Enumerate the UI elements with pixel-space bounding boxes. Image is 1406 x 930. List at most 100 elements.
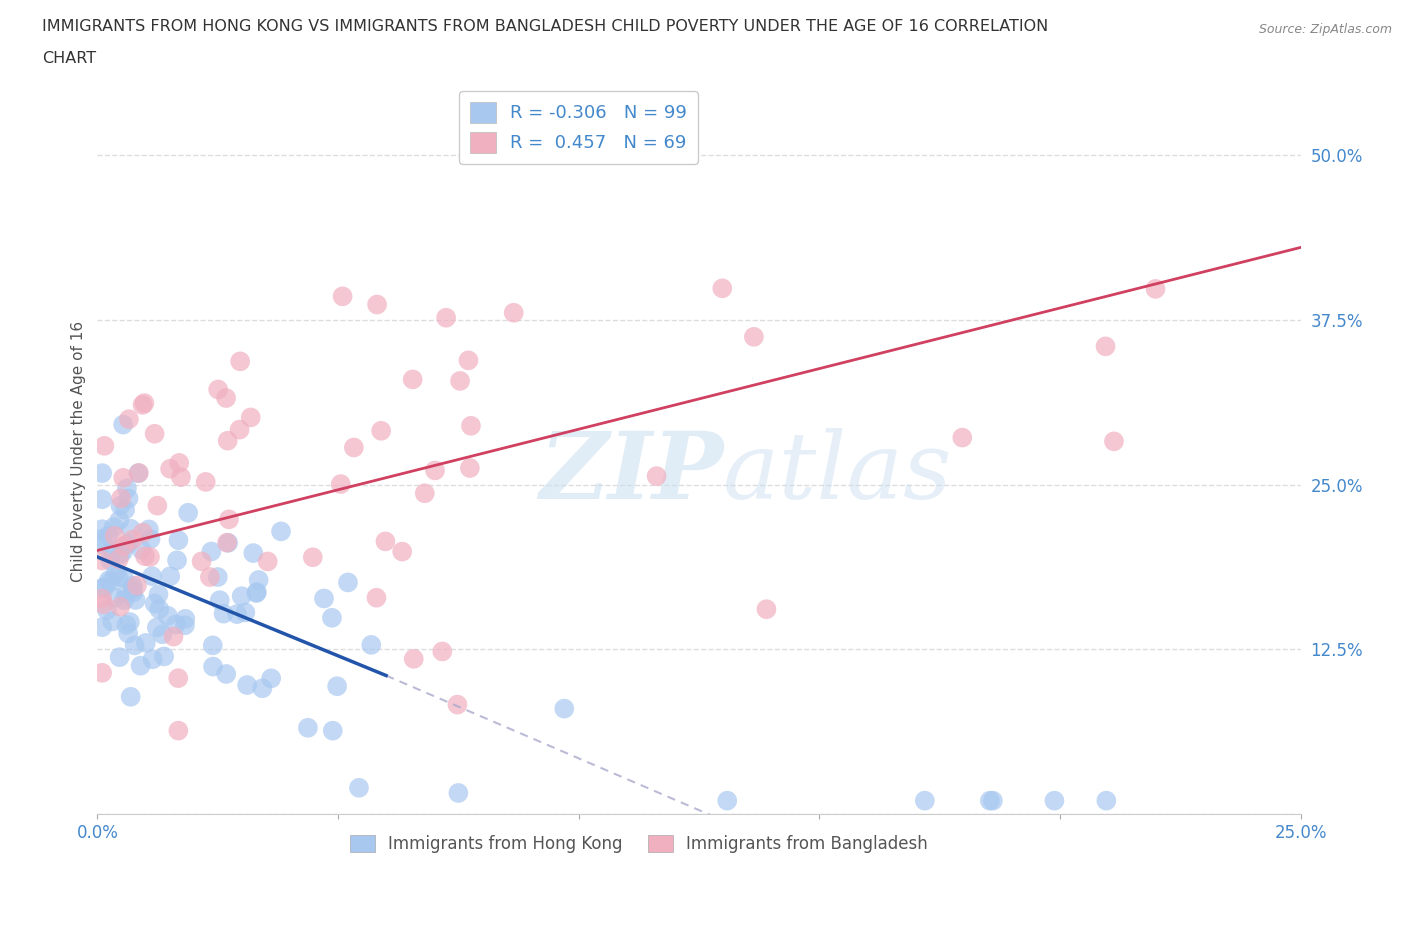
Point bbox=[347, 780, 370, 795]
Point bbox=[170, 470, 193, 485]
Point bbox=[217, 433, 239, 448]
Point bbox=[93, 597, 115, 612]
Point bbox=[207, 569, 229, 584]
Point bbox=[121, 532, 143, 547]
Point bbox=[104, 528, 127, 543]
Point bbox=[252, 681, 274, 696]
Point bbox=[91, 580, 114, 595]
Point bbox=[432, 644, 454, 658]
Point bbox=[370, 423, 392, 438]
Point bbox=[174, 618, 197, 632]
Point bbox=[755, 602, 778, 617]
Point bbox=[270, 524, 292, 538]
Point bbox=[110, 491, 132, 506]
Text: Source: ZipAtlas.com: Source: ZipAtlas.com bbox=[1258, 23, 1392, 36]
Point bbox=[91, 537, 114, 551]
Point bbox=[914, 793, 936, 808]
Point bbox=[200, 544, 222, 559]
Point bbox=[198, 569, 221, 584]
Point bbox=[117, 626, 139, 641]
Point bbox=[135, 635, 157, 650]
Point bbox=[202, 659, 225, 674]
Point bbox=[93, 438, 115, 453]
Point bbox=[457, 352, 479, 367]
Point bbox=[159, 461, 181, 476]
Point bbox=[124, 592, 146, 607]
Legend: Immigrants from Hong Kong, Immigrants from Bangladesh: Immigrants from Hong Kong, Immigrants fr… bbox=[343, 829, 935, 860]
Point bbox=[91, 492, 114, 507]
Point bbox=[134, 549, 156, 564]
Point bbox=[236, 678, 259, 693]
Point bbox=[233, 605, 256, 620]
Text: ZIP: ZIP bbox=[538, 429, 723, 518]
Point bbox=[226, 606, 249, 621]
Point bbox=[132, 525, 155, 540]
Point bbox=[447, 786, 470, 801]
Text: IMMIGRANTS FROM HONG KONG VS IMMIGRANTS FROM BANGLADESH CHILD POVERTY UNDER THE : IMMIGRANTS FROM HONG KONG VS IMMIGRANTS … bbox=[42, 19, 1049, 33]
Point bbox=[1094, 339, 1116, 353]
Point bbox=[981, 793, 1004, 808]
Point bbox=[156, 608, 179, 623]
Point bbox=[115, 618, 138, 632]
Point bbox=[215, 536, 238, 551]
Point bbox=[131, 542, 153, 557]
Point bbox=[449, 374, 471, 389]
Point bbox=[434, 311, 457, 325]
Point bbox=[458, 460, 481, 475]
Point bbox=[336, 575, 359, 590]
Point bbox=[93, 580, 115, 595]
Point bbox=[391, 544, 413, 559]
Point bbox=[96, 603, 118, 618]
Point bbox=[138, 522, 160, 537]
Point bbox=[143, 426, 166, 441]
Point bbox=[239, 410, 262, 425]
Y-axis label: Child Poverty Under the Age of 16: Child Poverty Under the Age of 16 bbox=[72, 321, 86, 582]
Point bbox=[112, 538, 135, 553]
Point bbox=[124, 638, 146, 653]
Point bbox=[143, 596, 166, 611]
Point bbox=[329, 477, 352, 492]
Point bbox=[228, 422, 250, 437]
Point bbox=[321, 610, 343, 625]
Point bbox=[711, 281, 734, 296]
Point bbox=[139, 550, 162, 565]
Point bbox=[165, 617, 187, 631]
Point bbox=[1102, 434, 1125, 449]
Point bbox=[402, 651, 425, 666]
Point bbox=[215, 667, 238, 682]
Point bbox=[142, 652, 165, 667]
Point bbox=[112, 592, 135, 607]
Point bbox=[134, 395, 156, 410]
Point bbox=[120, 689, 142, 704]
Point bbox=[166, 552, 188, 567]
Point bbox=[110, 599, 132, 614]
Point bbox=[950, 431, 973, 445]
Point bbox=[159, 569, 181, 584]
Point bbox=[231, 589, 253, 604]
Point bbox=[413, 485, 436, 500]
Point bbox=[742, 329, 765, 344]
Point bbox=[150, 627, 173, 642]
Point bbox=[148, 602, 170, 617]
Point bbox=[246, 585, 269, 600]
Point bbox=[103, 520, 125, 535]
Point bbox=[256, 554, 278, 569]
Point bbox=[97, 528, 120, 543]
Point bbox=[207, 382, 229, 397]
Point bbox=[120, 522, 142, 537]
Point bbox=[167, 724, 190, 738]
Point bbox=[108, 551, 131, 566]
Point bbox=[190, 554, 212, 569]
Point bbox=[212, 606, 235, 621]
Point bbox=[297, 721, 319, 736]
Point bbox=[91, 522, 114, 537]
Point bbox=[153, 649, 176, 664]
Point bbox=[242, 546, 264, 561]
Point bbox=[129, 658, 152, 673]
Point bbox=[645, 469, 668, 484]
Point bbox=[360, 637, 382, 652]
Point bbox=[117, 537, 139, 551]
Point bbox=[245, 586, 267, 601]
Point bbox=[98, 552, 121, 567]
Point bbox=[112, 471, 135, 485]
